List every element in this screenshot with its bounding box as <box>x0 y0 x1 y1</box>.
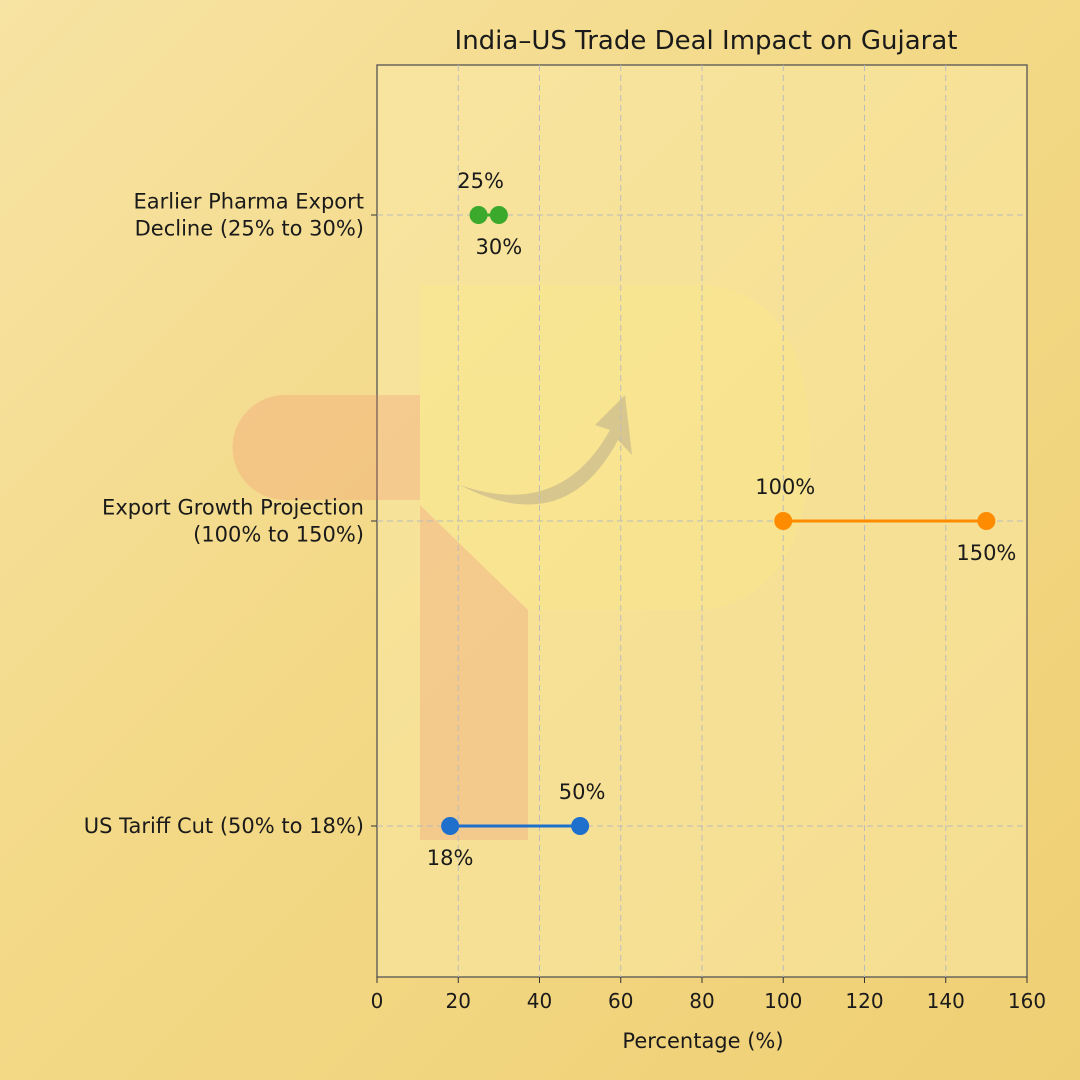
x-tick-label: 0 <box>371 989 384 1013</box>
end-point <box>441 817 460 835</box>
start-data-label: 25% <box>457 169 504 193</box>
x-axis-label: Percentage (%) <box>622 1029 783 1053</box>
y-tick-label: US Tariff Cut (50% to 18%) <box>84 814 364 838</box>
end-data-label: 18% <box>427 846 474 870</box>
x-tick-label: 20 <box>446 989 471 1013</box>
start-point <box>571 817 590 835</box>
y-tick-label: Decline (25% to 30%) <box>135 217 364 241</box>
end-point <box>977 512 996 530</box>
y-tick-label: Earlier Pharma Export <box>133 190 364 214</box>
end-data-label: 30% <box>476 235 523 259</box>
y-tick-label: Export Growth Projection <box>102 496 364 520</box>
x-tick-label: 40 <box>527 989 552 1013</box>
end-data-label: 150% <box>956 541 1016 565</box>
x-tick-label: 120 <box>845 989 883 1013</box>
watermark-logo <box>232 285 810 840</box>
start-data-label: 50% <box>559 780 606 804</box>
x-tick-label: 100 <box>764 989 802 1013</box>
start-point <box>774 512 793 530</box>
end-point <box>489 206 508 224</box>
grid: 0 20 40 60 80 100 120 140 160 Earlier Pharma Expo… <box>84 65 1046 1013</box>
y-tick-label: (100% to 150%) <box>193 523 364 547</box>
marks: 25% 30% 100% 150% 50% 18% <box>427 169 1017 870</box>
start-data-label: 100% <box>755 475 815 499</box>
x-tick-label: 60 <box>608 989 633 1013</box>
x-tick-label: 140 <box>927 989 965 1013</box>
x-tick-label: 160 <box>1008 989 1046 1013</box>
x-tick-label: 80 <box>689 989 714 1013</box>
start-point <box>469 206 488 224</box>
chart-title: India–US Trade Deal Impact on Gujarat <box>455 26 958 56</box>
